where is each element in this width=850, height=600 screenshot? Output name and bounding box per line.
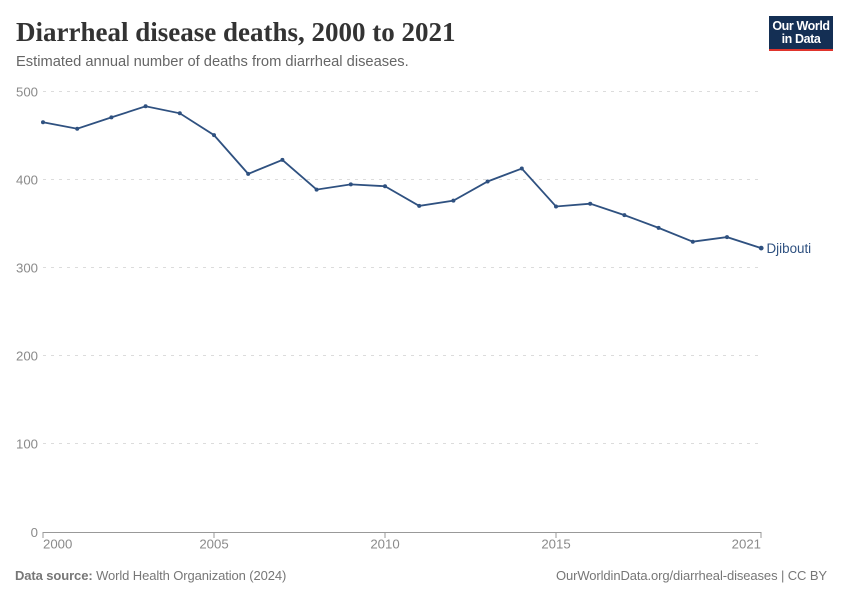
- svg-text:2010: 2010: [370, 537, 399, 552]
- svg-text:2021: 2021: [732, 537, 761, 552]
- svg-text:100: 100: [16, 437, 38, 452]
- svg-text:200: 200: [16, 349, 38, 364]
- svg-text:500: 500: [16, 85, 38, 100]
- svg-text:Djibouti: Djibouti: [767, 241, 812, 256]
- svg-text:2015: 2015: [541, 537, 570, 552]
- svg-text:2005: 2005: [199, 537, 228, 552]
- svg-text:300: 300: [16, 261, 38, 276]
- svg-text:0: 0: [31, 525, 38, 540]
- svg-text:400: 400: [16, 173, 38, 188]
- svg-text:2000: 2000: [43, 537, 72, 552]
